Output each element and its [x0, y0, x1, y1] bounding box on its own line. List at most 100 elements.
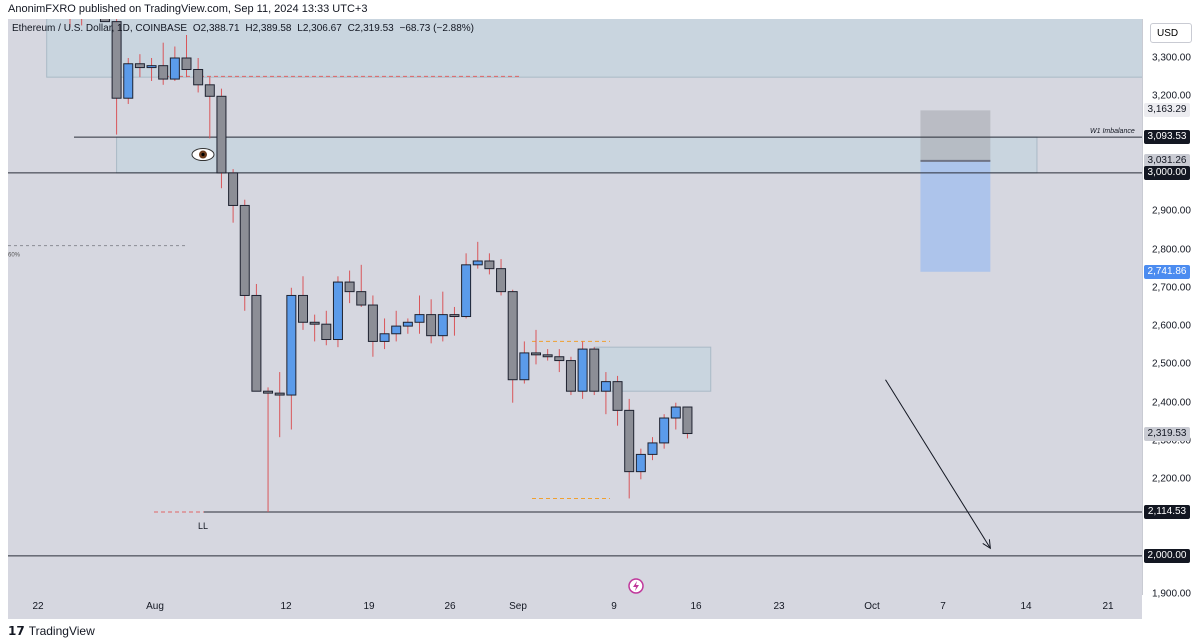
candle-body [449, 314, 460, 318]
legend-symbol: Ethereum / U.S. Dollar, 1D, COINBASE [12, 23, 188, 34]
price-tag: 2,319.53 [1144, 426, 1190, 441]
candle-body [461, 264, 472, 318]
candle-body [228, 172, 239, 206]
candle-body [670, 406, 681, 419]
candle-body [612, 381, 623, 411]
candle-body [624, 409, 635, 473]
candle-body [577, 348, 588, 392]
candle-body [600, 381, 611, 392]
price-tick-label: 2,600.00 [1152, 320, 1191, 332]
price-tick-label: 2,800.00 [1152, 244, 1191, 255]
zone-4 [920, 110, 991, 161]
candle-body [193, 68, 204, 86]
candle-body [437, 314, 448, 337]
price-tick-label: 1,900.00 [1152, 588, 1191, 600]
time-tick-label: 22 [32, 601, 44, 612]
candle-body [659, 417, 670, 444]
legend-low: L2,306.67 [297, 23, 342, 34]
candle-body [332, 281, 343, 341]
candle-body [169, 57, 180, 80]
chart-legend: Ethereum / U.S. Dollar, 1D, COINBASE O2,… [12, 23, 477, 34]
price-tag: 3,093.53 [1144, 130, 1190, 145]
time-tick-label: Aug [146, 601, 164, 612]
candle-body [531, 352, 541, 356]
price-tag: 3,031.26 [1144, 153, 1190, 168]
legend-open: O2,388.71 [192, 23, 240, 34]
candle-body [263, 390, 274, 394]
price-tag: 3,163.29 [1144, 103, 1190, 118]
candle-body [356, 291, 367, 306]
currency-selector[interactable]: USD [1150, 23, 1192, 43]
price-tick-label: 3,300.00 [1152, 52, 1191, 64]
legend-change: −68.73 (−2.88%) [399, 23, 475, 34]
candle-body [158, 65, 169, 80]
chart-area[interactable]: W1 Imbalance LL 60% Ethereum / U.S. Dollar… [8, 19, 1142, 595]
footer-brand: TradingView [28, 624, 95, 638]
candle-body [496, 268, 507, 293]
candle-body [239, 204, 250, 296]
candle-body [682, 406, 693, 435]
candle-body [181, 57, 192, 70]
time-tick-label: Sep [509, 601, 527, 612]
forecast-arrow [885, 379, 991, 549]
candle-body [123, 63, 134, 99]
price-tick-label: 2,400.00 [1152, 397, 1191, 409]
price-tag: 2,000.00 [1144, 548, 1190, 563]
time-tick-label: 7 [940, 601, 946, 612]
candle-body [216, 95, 227, 174]
candle-body [298, 294, 308, 323]
time-axis[interactable] [8, 595, 1142, 619]
price-tick-label: 3,200.00 [1152, 90, 1191, 102]
legend-high: H2,389.58 [245, 23, 292, 34]
price-tick-label: 2,300.00 [1152, 435, 1191, 447]
price-tick-label: 2,900.00 [1152, 205, 1191, 217]
time-tick-label: 19 [363, 601, 375, 612]
zone-3 [920, 160, 991, 272]
candle-body [519, 352, 530, 381]
tradingview-logo-icon: 𝟭𝟳 [8, 624, 25, 638]
price-tag: 2,114.53 [1144, 505, 1190, 520]
legend-close: C2,319.53 [347, 23, 394, 34]
candle-body [554, 356, 565, 362]
candle-body [321, 323, 332, 341]
candle-body [507, 291, 518, 381]
candle-body [635, 453, 646, 473]
forecast-arrow-head [982, 539, 991, 550]
price-tick-label: 2,200.00 [1152, 473, 1191, 485]
fib-label: 60% [8, 253, 21, 259]
zone-0 [46, 19, 1142, 78]
candlestick-chart[interactable]: W1 Imbalance LL 60% [8, 19, 1142, 595]
candle-body [204, 84, 215, 97]
imbalance-label: W1 Imbalance [1090, 128, 1135, 135]
candle-body [391, 325, 402, 335]
candle-body [251, 294, 262, 392]
zone-1 [116, 136, 1038, 174]
candle-body [379, 333, 390, 342]
time-tick-label: 14 [1020, 601, 1032, 612]
candle-body [99, 19, 110, 23]
candle-body [146, 65, 157, 69]
candle-body [589, 348, 600, 392]
candle-body [367, 304, 378, 342]
candle-body [402, 321, 413, 327]
candle-body [484, 260, 495, 270]
candle-body [286, 294, 297, 396]
candle-body [542, 354, 553, 358]
price-tick-label: 2,700.00 [1152, 282, 1191, 294]
candle-body [134, 63, 145, 69]
publisher-line: AnonimFXRO published on TradingView.com,… [0, 0, 1200, 19]
time-tick-label: 23 [773, 601, 785, 612]
time-tick-label: 12 [280, 601, 292, 612]
candle-body [647, 442, 658, 455]
time-tick-label: Oct [864, 601, 880, 612]
price-tag: 2,741.86 [1144, 264, 1190, 279]
ll-label: LL [198, 521, 208, 531]
zone-2 [593, 346, 712, 392]
candle-body [414, 314, 425, 323]
candle-body [111, 21, 122, 99]
eye-center-icon [201, 152, 205, 157]
lightning-bolt-icon [633, 581, 639, 591]
footer-bar: 𝟭𝟳 TradingView [0, 619, 1200, 643]
candle-body [274, 392, 285, 396]
time-tick-label: 16 [690, 601, 702, 612]
